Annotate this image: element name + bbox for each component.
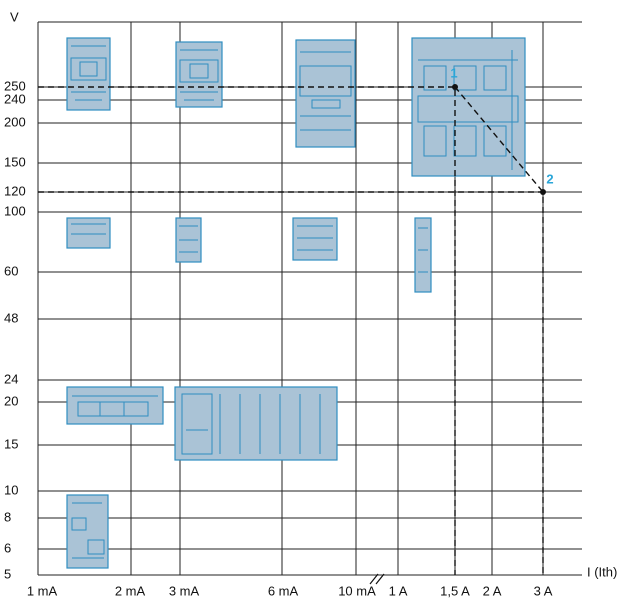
product-detail bbox=[179, 225, 198, 253]
x-tick-label: 3 A bbox=[534, 583, 553, 598]
product-detail bbox=[72, 395, 158, 417]
y-tick-label: 20 bbox=[4, 393, 18, 408]
dashed-guides bbox=[38, 84, 546, 575]
product-detail bbox=[181, 393, 321, 455]
axis-break bbox=[369, 573, 385, 585]
product bbox=[66, 494, 109, 569]
x-tick-label: 3 mA bbox=[169, 583, 200, 598]
product-detail bbox=[71, 502, 105, 559]
product-detail bbox=[71, 223, 106, 235]
product bbox=[66, 37, 111, 111]
product-images bbox=[66, 37, 526, 569]
product bbox=[174, 386, 338, 461]
y-tick-label: 24 bbox=[4, 371, 18, 386]
y-tick-label: 200 bbox=[4, 114, 26, 129]
x-axis-title: I (Ith) bbox=[587, 564, 617, 579]
product-detail bbox=[417, 50, 519, 170]
product-detail bbox=[179, 49, 219, 101]
y-tick-label: 240 bbox=[4, 91, 26, 106]
marker-label: 1 bbox=[450, 65, 457, 80]
y-tick-label: 100 bbox=[4, 203, 26, 218]
y-tick-label: 6 bbox=[4, 540, 11, 555]
x-tick-label: 1 A bbox=[389, 583, 408, 598]
x-tick-label: 2 mA bbox=[115, 583, 146, 598]
point bbox=[452, 84, 458, 90]
marker-label: 2 bbox=[546, 171, 553, 186]
x-tick-label: 6 mA bbox=[268, 583, 299, 598]
guide-line bbox=[38, 86, 456, 575]
y-tick-label: 120 bbox=[4, 183, 26, 198]
product-detail bbox=[297, 225, 333, 251]
product bbox=[295, 39, 356, 148]
product bbox=[411, 37, 526, 177]
product bbox=[414, 217, 432, 293]
y-tick-label: 150 bbox=[4, 154, 26, 169]
product bbox=[66, 386, 164, 425]
product bbox=[292, 217, 338, 261]
y-tick-label: 60 bbox=[4, 263, 18, 278]
x-tick-label: 1,5 A bbox=[440, 583, 470, 598]
y-axis-title: V bbox=[10, 9, 19, 24]
x-tick-label: 1 mA bbox=[27, 583, 58, 598]
product-detail bbox=[299, 51, 352, 131]
product-detail bbox=[418, 227, 428, 273]
y-tick-label: 5 bbox=[4, 566, 11, 581]
y-tick-label: 10 bbox=[4, 482, 18, 497]
product bbox=[175, 41, 223, 108]
guide-line bbox=[454, 86, 544, 193]
y-tick-label: 250 bbox=[4, 78, 26, 93]
point bbox=[540, 189, 546, 195]
x-tick-label: 2 A bbox=[483, 583, 502, 598]
y-tick-label: 48 bbox=[4, 310, 18, 325]
y-tick-label: 15 bbox=[4, 436, 18, 451]
product bbox=[66, 217, 111, 249]
x-tick-label: 10 mA bbox=[338, 583, 376, 598]
y-tick-label: 8 bbox=[4, 509, 11, 524]
product-detail bbox=[70, 45, 107, 101]
